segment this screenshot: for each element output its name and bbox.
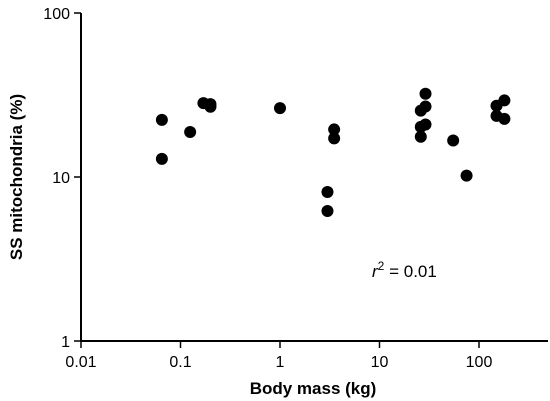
data-point xyxy=(321,205,334,218)
r-squared-annotation: r2 = 0.01 xyxy=(372,259,437,281)
data-point xyxy=(321,186,334,199)
y-tick-label: 1 xyxy=(61,334,70,351)
r-value: = 0.01 xyxy=(384,262,436,281)
data-points xyxy=(155,87,511,218)
data-point xyxy=(447,134,460,147)
r-symbol: r xyxy=(372,262,379,281)
data-point xyxy=(414,130,427,143)
r-superscript: 2 xyxy=(378,259,385,273)
data-point xyxy=(204,100,217,113)
x-tick-label: 0.01 xyxy=(65,354,96,371)
data-point xyxy=(419,100,432,113)
data-point xyxy=(498,94,511,107)
y-tick-label: 10 xyxy=(52,170,70,187)
data-point xyxy=(460,169,473,182)
x-tick-label: 0.1 xyxy=(169,354,191,371)
data-point xyxy=(419,87,432,100)
data-point xyxy=(184,126,197,139)
data-point xyxy=(155,152,168,165)
x-tick-label: 10 xyxy=(371,354,389,371)
data-point xyxy=(419,118,432,131)
data-point xyxy=(155,113,168,126)
x-axis-title: Body mass (kg) xyxy=(250,379,377,398)
data-point xyxy=(274,102,286,115)
x-tick-label: 1 xyxy=(276,354,285,371)
data-point xyxy=(328,123,341,136)
y-axis-title: SS mitochondria (%) xyxy=(7,94,26,260)
y-axis-ticks: 1 10 100 xyxy=(43,6,81,351)
data-point xyxy=(498,112,511,125)
data-point xyxy=(328,132,341,145)
x-axis-ticks: 0.01 0.1 1 10 100 xyxy=(65,341,492,371)
x-tick-label: 100 xyxy=(466,354,493,371)
y-tick-label: 100 xyxy=(43,6,70,23)
axes xyxy=(80,13,548,342)
